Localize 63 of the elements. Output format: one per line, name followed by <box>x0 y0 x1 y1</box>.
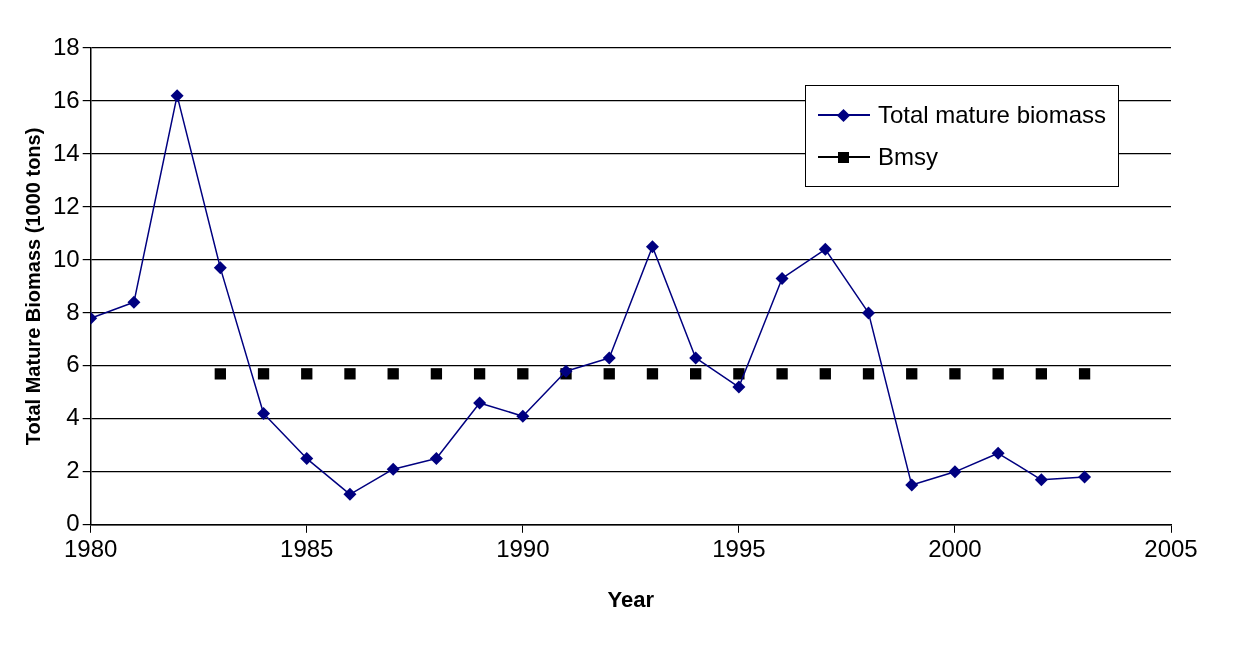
y-tick-label: 10 <box>52 244 80 272</box>
point <box>949 368 961 380</box>
point <box>689 351 703 365</box>
point <box>300 452 314 466</box>
y-tick-label: 8 <box>66 297 80 325</box>
x-tick-label: 2000 <box>928 534 982 562</box>
point <box>301 368 313 380</box>
point <box>1034 473 1048 487</box>
point <box>213 261 227 275</box>
x-tick-label: 1995 <box>712 534 766 562</box>
point <box>1078 368 1091 380</box>
x-tick-label: 1980 <box>64 534 118 562</box>
y-tick-label: 6 <box>66 350 80 378</box>
point <box>559 364 573 378</box>
point <box>473 368 486 380</box>
legend-label: Total mature biomass <box>877 100 1106 130</box>
y-tick-label: 4 <box>66 403 80 431</box>
point <box>991 446 1005 460</box>
x-axis-title: Year <box>607 586 655 612</box>
point <box>387 368 399 380</box>
x-tick-label: 1985 <box>280 534 334 562</box>
point <box>775 271 789 285</box>
point <box>690 368 702 380</box>
point <box>603 368 615 380</box>
y-tick-label: 14 <box>52 138 80 166</box>
point <box>948 465 962 479</box>
point <box>818 242 832 256</box>
point <box>257 368 270 380</box>
point <box>992 368 1004 380</box>
point <box>170 89 184 103</box>
x-tick-label: 2005 <box>1144 534 1198 562</box>
point <box>645 240 659 254</box>
y-tick-label: 12 <box>52 191 80 219</box>
point <box>473 396 487 410</box>
point <box>386 462 400 476</box>
point <box>646 368 659 380</box>
point <box>127 295 141 309</box>
y-axis-title: Total Mature Biomass (1000 tons) <box>21 127 44 446</box>
point <box>906 368 918 380</box>
point <box>1035 368 1048 380</box>
legend-label: Bmsy <box>877 142 938 172</box>
point <box>214 368 226 380</box>
point <box>862 306 876 320</box>
point <box>602 351 616 365</box>
x-tick-label: 1990 <box>496 534 550 562</box>
point <box>516 409 530 423</box>
point <box>733 368 745 380</box>
point <box>517 368 529 380</box>
y-tick-label: 18 <box>52 32 80 60</box>
y-tick-label: 16 <box>52 85 80 113</box>
y-tick-label: 2 <box>66 456 80 484</box>
point <box>257 407 271 421</box>
point <box>862 368 875 380</box>
point <box>344 368 356 380</box>
point <box>905 478 919 492</box>
point <box>429 452 443 466</box>
point <box>1078 470 1092 484</box>
point <box>819 368 831 380</box>
y-tick-label: 0 <box>66 509 80 537</box>
point <box>776 368 788 380</box>
point <box>430 368 443 380</box>
point <box>732 380 746 394</box>
point <box>343 487 357 501</box>
